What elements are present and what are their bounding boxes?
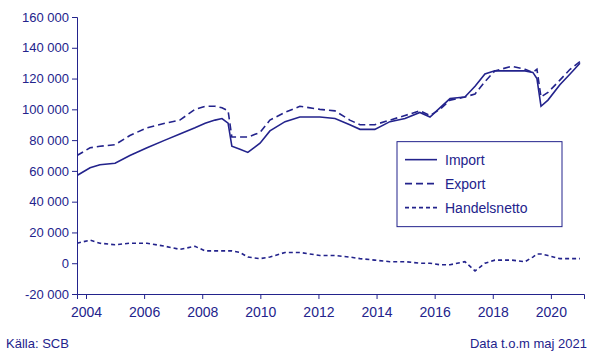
y-tick-mark <box>72 109 77 110</box>
y-tick-label: 20 000 <box>29 225 69 240</box>
y-tick-mark <box>72 17 77 18</box>
legend-swatch <box>405 159 437 161</box>
y-tick-mark <box>72 263 77 264</box>
series-line <box>77 240 580 271</box>
x-tick-label: 2006 <box>129 304 160 320</box>
y-tick: 60 000 <box>29 164 77 179</box>
y-axis-line <box>72 18 78 295</box>
x-tick-label: 2010 <box>245 304 276 320</box>
x-tick-mark <box>493 294 494 299</box>
y-tick-mark <box>72 294 77 295</box>
plot: -20 000 0 20 000 40 000 60 000 80 000 100 000 1… <box>22 10 585 321</box>
x-axis-line <box>78 295 585 300</box>
x-tick-label: 2012 <box>303 304 334 320</box>
chart: -20 000 0 20 000 40 000 60 000 80 000 100 000 1… <box>0 0 597 357</box>
y-tick: 0 <box>62 256 77 271</box>
x-tick-label: 2018 <box>478 304 509 320</box>
x-tick-mark <box>318 294 319 299</box>
y-tick-mark <box>72 140 77 141</box>
x-tick-mark <box>435 294 436 299</box>
legend-label: Export <box>445 176 486 192</box>
x-axis: 2004 2006 2008 2010 2012 2014 2016 2018 2020 <box>71 294 585 320</box>
x-tick-label: 2014 <box>361 304 392 320</box>
source: Källa: SCB <box>6 336 69 351</box>
y-tick-label: 60 000 <box>29 164 69 179</box>
x-tick-label: 2020 <box>536 304 567 320</box>
legend-label: Import <box>445 152 485 168</box>
legend: Import Export Handelsnetto <box>397 142 562 227</box>
x-tick-label: 2016 <box>420 304 451 320</box>
y-tick-label: 120 000 <box>22 71 69 86</box>
x-tick: 2018 <box>478 294 509 320</box>
x-tick: 2014 <box>361 294 392 320</box>
y-tick-label: 40 000 <box>29 194 69 209</box>
lines <box>77 62 580 271</box>
y-tick: 160 000 <box>22 10 77 25</box>
x-tick-mark <box>551 294 552 299</box>
x-tick-mark <box>144 294 145 299</box>
legend-label: Handelsnetto <box>445 200 528 216</box>
y-tick-label: 0 <box>62 256 69 271</box>
y-axis: -20 000 0 20 000 40 000 60 000 80 000 100 000 1… <box>22 10 78 302</box>
y-tick: 20 000 <box>29 225 77 240</box>
y-tick: 120 000 <box>22 71 77 86</box>
y-tick-label: 160 000 <box>22 10 69 25</box>
y-tick-mark <box>72 48 77 49</box>
y-tick: 40 000 <box>29 194 77 209</box>
x-tick-mark <box>377 294 378 299</box>
x-tick: 2012 <box>303 294 334 320</box>
y-tick-mark <box>72 202 77 203</box>
x-tick-mark <box>260 294 261 299</box>
y-tick: 140 000 <box>22 40 77 55</box>
y-tick: -20 000 <box>25 287 77 302</box>
x-tick: 2010 <box>245 294 276 320</box>
y-tick-mark <box>72 79 77 80</box>
legend-swatch <box>405 207 437 209</box>
y-tick-label: 80 000 <box>29 133 69 148</box>
x-tick: 2020 <box>536 294 567 320</box>
x-tick-mark <box>202 294 203 299</box>
y-tick-label: 140 000 <box>22 40 69 55</box>
x-tick: 2016 <box>420 294 451 320</box>
y-tick-label: 100 000 <box>22 102 69 117</box>
x-tick: 2004 <box>71 294 102 320</box>
x-tick: 2006 <box>129 294 160 320</box>
y-tick: 80 000 <box>29 133 77 148</box>
note: Data t.o.m maj 2021 <box>470 336 587 351</box>
y-tick-mark <box>72 171 77 172</box>
x-tick-label: 2004 <box>71 304 102 320</box>
x-tick: 2008 <box>187 294 218 320</box>
y-tick-mark <box>72 232 77 233</box>
y-tick-label: -20 000 <box>25 287 69 302</box>
legend-box <box>397 142 562 227</box>
x-tick-mark <box>86 294 87 299</box>
y-tick: 100 000 <box>22 102 77 117</box>
x-tick-label: 2008 <box>187 304 218 320</box>
legend-swatch <box>405 183 437 185</box>
